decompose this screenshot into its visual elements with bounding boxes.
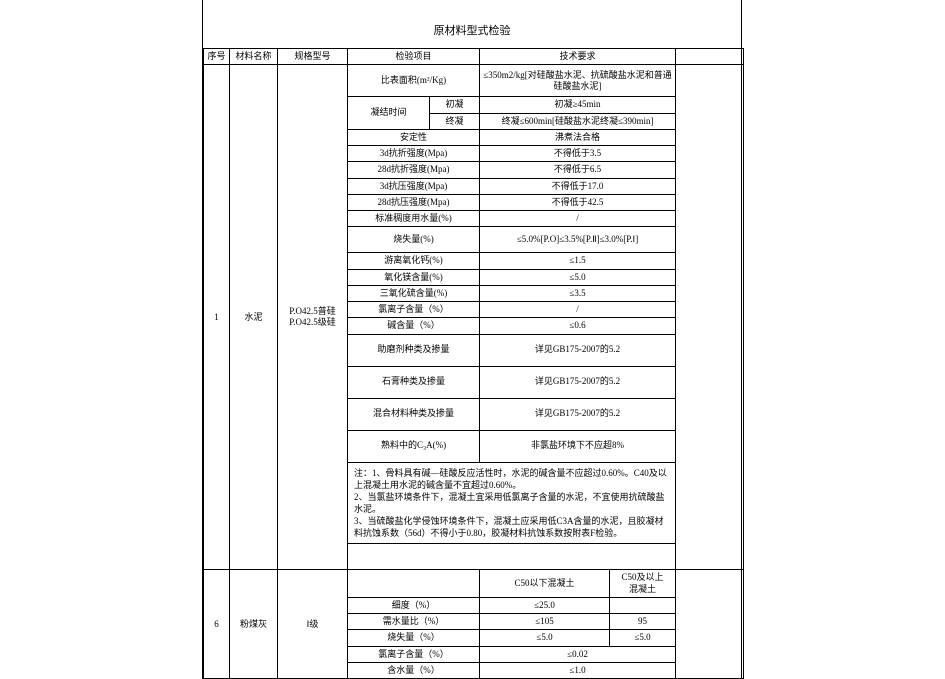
req-mgo: ≤5.0 (480, 269, 676, 285)
item-setting: 凝结时间 (348, 97, 430, 130)
req-loss1: ≤5.0%[P.O]≤3.5%[P.Ⅱ]≤3.0%[P.Ⅰ] (480, 227, 676, 253)
spec-1: P.O42.5普硅 P.O42.5级硅 (278, 65, 348, 570)
req-fineness-b (610, 597, 676, 613)
item-surface: 比表面积(m²/Kg) (348, 65, 480, 97)
req-water: ≤1.0 (480, 662, 676, 678)
note-cell: 注：1、骨料具有碱—硅酸反应活性时，水泥的碱含量不应超过0.60%。C40及以上… (348, 462, 676, 544)
item-flex28d: 28d抗折强度(Mpa) (348, 162, 480, 178)
item-stability: 安定性 (348, 129, 480, 145)
item-flex3d: 3d抗折强度(Mpa) (348, 146, 480, 162)
req-loss2-a: ≤5.0 (480, 630, 610, 646)
document: 原材料型式检验 序号 材料名称 规格型号 检验项目 技术要求 1 水泥 P.O4… (202, 0, 742, 679)
empty-item-sub (348, 570, 480, 598)
item-c3a: 熟料中的C₃A(%) (348, 430, 480, 462)
item-comp3d: 3d抗压强度(Mpa) (348, 178, 480, 194)
req-cl2: ≤0.02 (480, 646, 676, 662)
item-cl1: 氯离子含量（%） (348, 302, 480, 318)
item-cl2: 氯离子含量（%） (348, 646, 480, 662)
page-title: 原材料型式检验 (203, 0, 741, 48)
item-fineness: 细度（%） (348, 597, 480, 613)
item-waterreq: 需水量比（%） (348, 614, 480, 630)
req-gypsum: 详见GB175-2007的5.2 (480, 366, 676, 398)
item-freecao: 游离氧化钙(%) (348, 253, 480, 269)
row-surface: 1 水泥 P.O42.5普硅 P.O42.5级硅 比表面积(m²/Kg) ≤35… (204, 65, 744, 97)
item-stdwater: 标准稠度用水量(%) (348, 211, 480, 227)
col-name: 材料名称 (230, 49, 278, 65)
req-alkali: ≤0.6 (480, 318, 676, 334)
name-1: 水泥 (230, 65, 278, 570)
req-stability: 沸煮法合格 (480, 129, 676, 145)
col-req: 技术要求 (480, 49, 676, 65)
req-waterreq-b: 95 (610, 614, 676, 630)
req-admix: 详见GB175-2007的5.2 (480, 398, 676, 430)
req-grindaid: 详见GB175-2007的5.2 (480, 334, 676, 366)
empty-2 (676, 570, 744, 679)
req-fineness-a: ≤25.0 (480, 597, 610, 613)
col-item: 检验项目 (348, 49, 480, 65)
sub-c50below: C50以下混凝土 (480, 570, 610, 598)
req-loss2-b: ≤5.0 (610, 630, 676, 646)
spec-1a: P.O42.5普硅 (280, 306, 345, 317)
inspection-table: 序号 材料名称 规格型号 检验项目 技术要求 1 水泥 P.O42.5普硅 P.… (203, 48, 744, 679)
item-mgo: 氧化镁含量(%) (348, 269, 480, 285)
item-grindaid: 助磨剂种类及掺量 (348, 334, 480, 366)
item-loss1: 烧失量(%) (348, 227, 480, 253)
empty-1 (676, 65, 744, 570)
item-alkali: 碱含量（%） (348, 318, 480, 334)
req-initial: 初凝≥45min (480, 97, 676, 113)
spec-1b: P.O42.5级硅 (280, 317, 345, 328)
req-freecao: ≤1.5 (480, 253, 676, 269)
req-cl1: / (480, 302, 676, 318)
req-comp28d: 不得低于42.5 (480, 194, 676, 210)
row-c50-subhead: 6 粉煤灰 Ⅰ级 C50以下混凝土 C50及以上 混凝土 (204, 570, 744, 598)
item-so3: 三氧化硫含量(%) (348, 285, 480, 301)
item-gypsum: 石膏种类及掺量 (348, 366, 480, 398)
req-c3a: 非氯盐环境下不应超8% (480, 430, 676, 462)
req-flex3d: 不得低于3.5 (480, 146, 676, 162)
sub-c50above: C50及以上 混凝土 (610, 570, 676, 598)
seq-1: 1 (204, 65, 230, 570)
item-water: 含水量（%） (348, 662, 480, 678)
col-spec: 规格型号 (278, 49, 348, 65)
name-6: 粉煤灰 (230, 570, 278, 679)
req-stdwater: / (480, 211, 676, 227)
req-surface: ≤350m2/kg[对硅酸盐水泥、抗硫酸盐水泥和普通硅酸盐水泥] (480, 65, 676, 97)
empty-head (676, 49, 744, 65)
req-final: 终凝≤600min[硅酸盐水泥终凝≤390min] (480, 113, 676, 129)
col-seq: 序号 (204, 49, 230, 65)
sub-initial: 初凝 (430, 97, 480, 113)
req-so3: ≤3.5 (480, 285, 676, 301)
sub-final: 终凝 (430, 113, 480, 129)
seq-6: 6 (204, 570, 230, 679)
item-comp28d: 28d抗压强度(Mpa) (348, 194, 480, 210)
req-comp3d: 不得低于17.0 (480, 178, 676, 194)
spec-6: Ⅰ级 (278, 570, 348, 679)
table-header-row: 序号 材料名称 规格型号 检验项目 技术要求 (204, 49, 744, 65)
item-admix: 混合材料种类及掺量 (348, 398, 480, 430)
item-loss2: 烧失量（%） (348, 630, 480, 646)
req-flex28d: 不得低于6.5 (480, 162, 676, 178)
gap-cell (348, 544, 676, 570)
req-waterreq-a: ≤105 (480, 614, 610, 630)
